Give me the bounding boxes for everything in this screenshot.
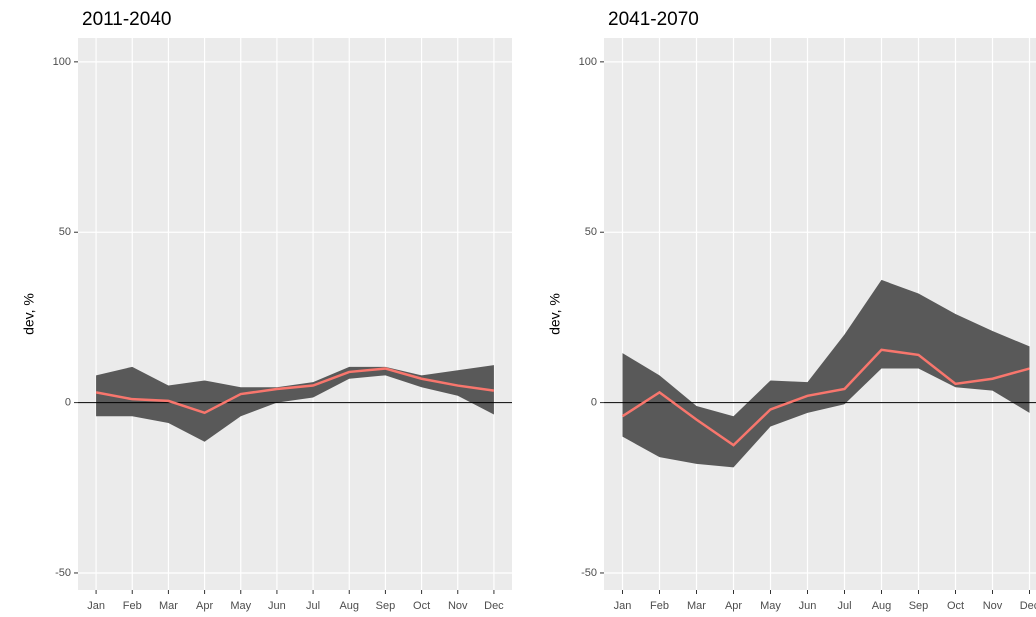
x-tick-label: Dec bbox=[1020, 600, 1036, 612]
x-tick-label: Jul bbox=[837, 600, 851, 612]
y-tick-label: -50 bbox=[581, 567, 597, 579]
line bbox=[95, 367, 495, 415]
x-tick-label: Nov bbox=[448, 600, 468, 612]
line bbox=[621, 348, 1030, 447]
y-tick-label: -50 bbox=[55, 567, 71, 579]
y-axis-label: dev, % bbox=[547, 293, 563, 335]
x-tick-label: Sep bbox=[376, 600, 396, 612]
x-tick-label: Sep bbox=[909, 600, 929, 612]
y-tick-label: 100 bbox=[579, 56, 597, 68]
x-tick-label: Jan bbox=[614, 600, 632, 612]
x-tick-label: Apr bbox=[196, 600, 213, 612]
x-tick-label: Oct bbox=[947, 600, 964, 612]
x-tick-label: Nov bbox=[983, 600, 1003, 612]
x-tick-label: Dec bbox=[484, 600, 504, 612]
chart-title: 2011-2040 bbox=[82, 9, 171, 30]
x-tick-label: Jan bbox=[87, 600, 105, 612]
y-axis-label: dev, % bbox=[21, 293, 37, 335]
y-tick-label: 50 bbox=[59, 226, 71, 238]
x-tick-label: May bbox=[760, 600, 781, 612]
x-tick-label: Feb bbox=[650, 600, 669, 612]
y-tick-label: 0 bbox=[591, 396, 597, 408]
x-tick-label: May bbox=[230, 600, 251, 612]
x-tick-label: Aug bbox=[339, 600, 359, 612]
y-tick-label: 50 bbox=[585, 226, 597, 238]
ribbon bbox=[622, 279, 1030, 468]
x-tick-label: Apr bbox=[725, 600, 742, 612]
y-tick-label: 100 bbox=[53, 56, 71, 68]
x-tick-label: Jun bbox=[268, 600, 286, 612]
chart-title: 2041-2070 bbox=[608, 9, 699, 30]
panel-background bbox=[78, 38, 512, 590]
y-tick-label: 0 bbox=[65, 396, 71, 408]
ribbon bbox=[96, 365, 494, 442]
x-tick-label: Mar bbox=[159, 600, 178, 612]
x-tick-label: Feb bbox=[123, 600, 142, 612]
x-tick-label: Mar bbox=[687, 600, 706, 612]
x-tick-label: Aug bbox=[872, 600, 892, 612]
x-tick-label: Jul bbox=[306, 600, 320, 612]
x-tick-label: Oct bbox=[413, 600, 430, 612]
x-tick-label: Jun bbox=[799, 600, 817, 612]
panel-background bbox=[604, 38, 1036, 590]
